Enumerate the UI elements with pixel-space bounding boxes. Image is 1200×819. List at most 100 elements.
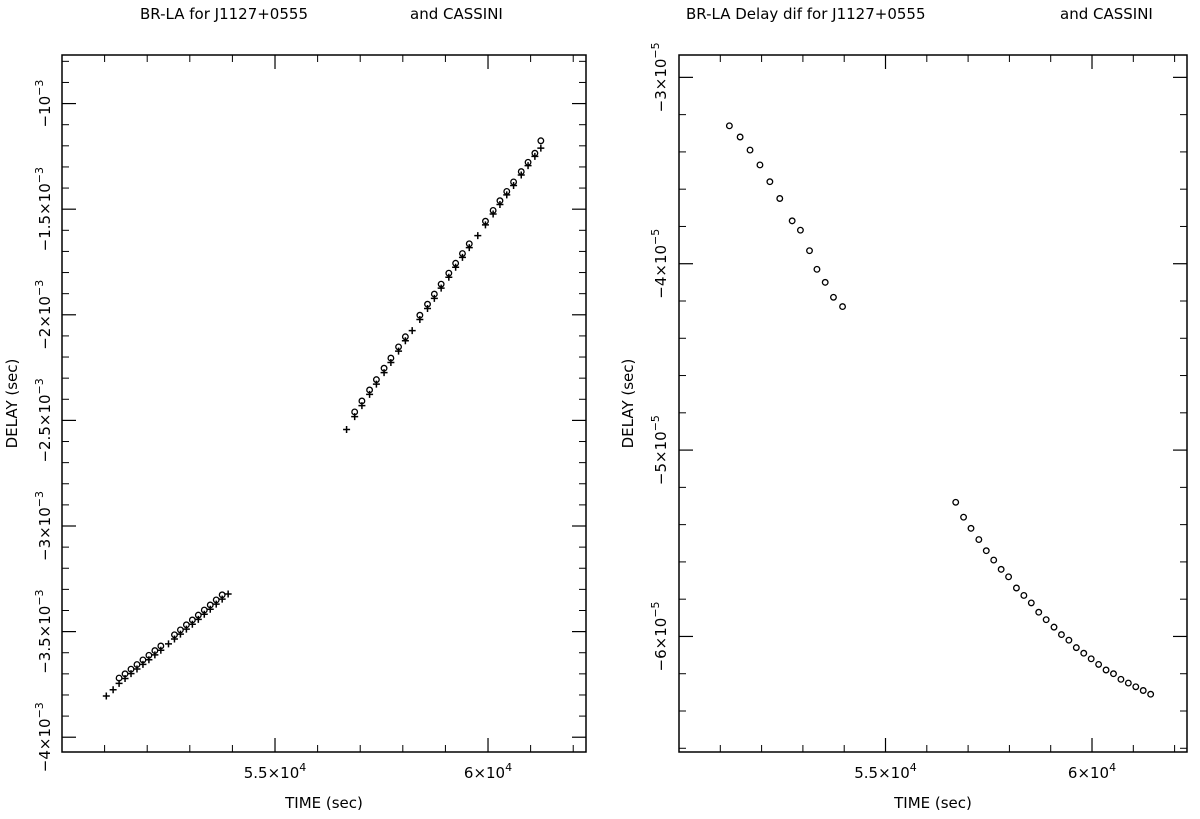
data-point-circle [813, 265, 821, 273]
data-point-cross [474, 232, 482, 240]
data-point-circle [1132, 683, 1140, 691]
data-point-cross [437, 284, 445, 292]
data-point-circle [182, 621, 190, 629]
x-tick-label: 6×104 [1068, 761, 1116, 782]
data-point-cross [139, 660, 147, 668]
x-tick-label: 5.5×104 [244, 761, 307, 782]
data-point-circle [380, 364, 388, 372]
data-point-cross [343, 425, 351, 433]
data-point-cross [127, 670, 135, 678]
data-point-circle [212, 596, 220, 604]
y-axis-label: DELAY (sec) [3, 359, 21, 449]
data-point-cross [416, 315, 424, 323]
chart-title-suffix: and CASSINI [410, 5, 503, 23]
y-tick-label: −3.5×10−3 [33, 589, 54, 673]
data-point-circle [1065, 636, 1073, 644]
data-point-circle [1050, 623, 1058, 631]
data-point-circle [524, 158, 532, 166]
data-point-circle [1012, 584, 1020, 592]
right-delay-difference-chart: BR-LA Delay dif for J1127+0555 and CASSIN… [619, 5, 1188, 812]
data-point-circle [145, 651, 153, 659]
x-tick-label: 6×104 [464, 761, 512, 782]
data-point-circle [151, 647, 159, 655]
data-point-circle [736, 133, 744, 141]
data-point-circle [121, 670, 129, 678]
data-point-cross [458, 253, 466, 261]
y-tick-label: −2×10−3 [33, 280, 54, 350]
data-point-cross [408, 327, 416, 335]
data-point-circle [139, 656, 147, 664]
data-point-circle [839, 303, 847, 311]
data-point-circle [990, 556, 998, 564]
y-tick-label: −2.5×10−3 [33, 378, 54, 462]
data-point-circle [766, 178, 774, 186]
data-point-circle [821, 278, 829, 286]
x-tick-label: 5.5×104 [854, 761, 917, 782]
data-point-cross [481, 221, 489, 229]
data-point-circle [496, 197, 504, 205]
data-point-cross [182, 625, 190, 633]
chart-title-suffix: and CASSINI [1060, 5, 1153, 23]
data-point-circle [1110, 670, 1117, 678]
data-point-circle [445, 269, 453, 277]
data-point-circle [157, 642, 165, 650]
plot-frame [61, 54, 587, 753]
data-point-circle [387, 354, 395, 362]
data-point-cross [452, 263, 460, 271]
data-point-circle [188, 616, 196, 624]
data-point-cross [537, 144, 545, 152]
data-point-circle [1124, 679, 1132, 687]
data-point-circle [437, 280, 445, 288]
data-point-circle [1020, 592, 1028, 599]
y-axis-label: DELAY (sec) [619, 359, 637, 449]
data-point-circle [796, 226, 804, 234]
data-point-cross [430, 294, 438, 302]
data-point-circle [218, 591, 226, 599]
data-point-circle [960, 513, 968, 521]
y-tick-label: −4×10−3 [33, 702, 54, 772]
data-point-circle [127, 665, 135, 673]
data-point-cross [372, 380, 380, 388]
data-point-cross [200, 610, 208, 618]
data-point-circle [537, 137, 545, 145]
data-point-cross [496, 201, 504, 209]
left-delay-chart: BR-LA for J1127+0555 and CASSINI TIME (sec… [3, 5, 587, 812]
data-point-circle [176, 626, 184, 634]
data-point-circle [725, 122, 733, 130]
data-point-circle [503, 187, 511, 195]
data-point-cross [151, 651, 159, 659]
data-point-cross [387, 359, 395, 367]
data-point-circle [510, 178, 518, 186]
x-axis-label: TIME (sec) [284, 794, 363, 812]
data-point-cross [366, 390, 374, 398]
data-point-cross [157, 646, 165, 654]
data-point-cross [395, 347, 403, 355]
y-tick-label: −4×10−5 [649, 229, 670, 299]
x-axis-label: TIME (sec) [893, 794, 972, 812]
data-point-cross [401, 337, 409, 345]
data-point-circle [967, 524, 975, 532]
data-point-circle [465, 240, 473, 248]
data-point-cross [194, 615, 202, 623]
chart-title: BR-LA Delay dif for J1127+0555 [686, 5, 926, 23]
data-point-circle [1072, 644, 1080, 652]
data-point-circle [788, 217, 796, 225]
data-point-circle [358, 397, 366, 405]
data-point-circle [115, 674, 123, 682]
data-point-circle [366, 386, 374, 394]
y-tick-label: −3×10−5 [649, 42, 670, 112]
data-point-cross [176, 630, 184, 638]
data-point-circle [206, 601, 214, 609]
data-point-circle [975, 536, 983, 543]
data-point-cross [489, 210, 497, 218]
data-point-cross [380, 369, 388, 377]
data-point-circle [372, 376, 380, 384]
data-point-cross [424, 304, 432, 312]
data-point-circle [1139, 687, 1147, 694]
data-point-circle [952, 498, 960, 506]
data-point-circle [1027, 599, 1035, 607]
data-point-circle [1080, 649, 1088, 657]
data-point-circle [1057, 631, 1065, 639]
data-point-cross [170, 635, 178, 643]
